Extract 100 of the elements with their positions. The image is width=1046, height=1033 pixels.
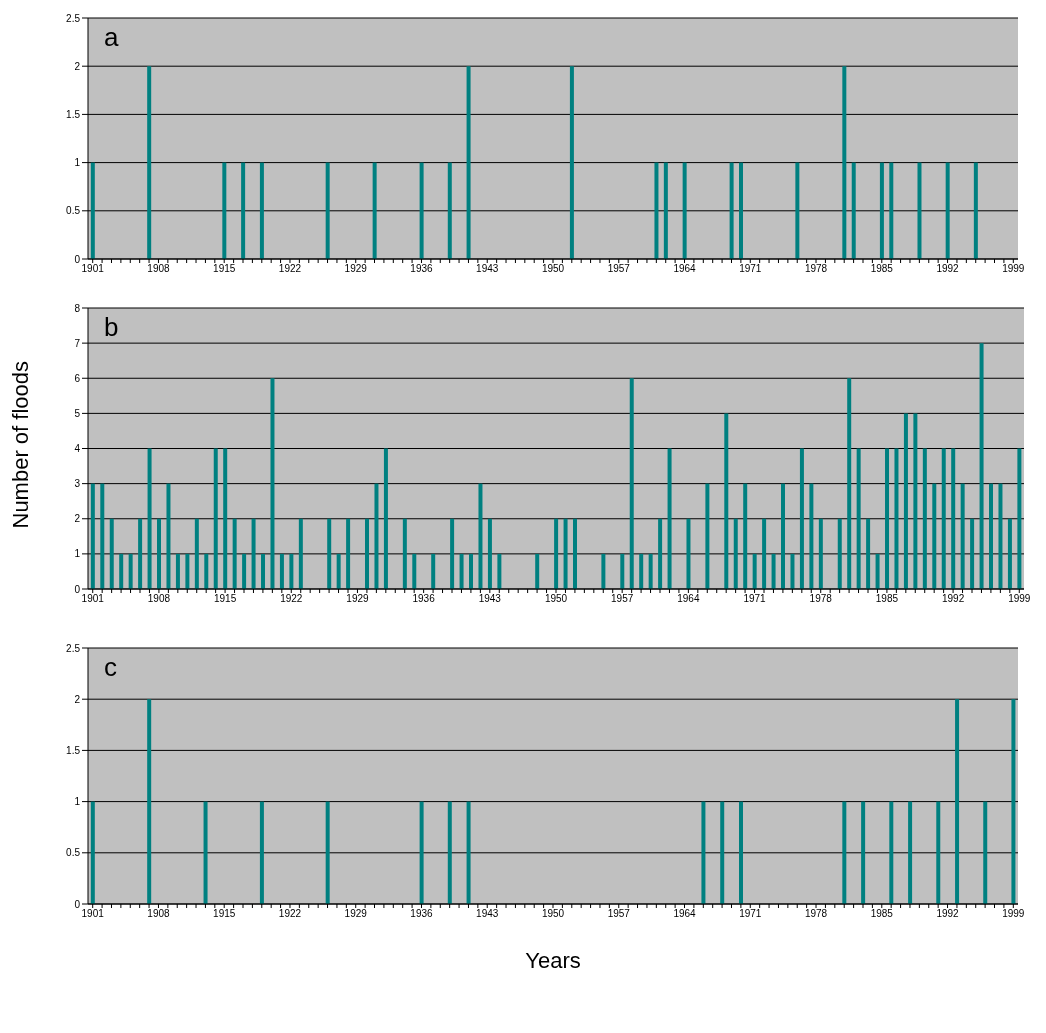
x-tick-label: 1908 [147, 593, 171, 605]
bar [818, 518, 823, 589]
bar [667, 448, 672, 589]
bar [705, 483, 710, 589]
x-tick-label: 1943 [476, 908, 499, 920]
bar [412, 553, 417, 589]
y-tick-label: 0 [74, 583, 81, 595]
bar [497, 553, 502, 589]
bar [932, 483, 937, 589]
bar [790, 553, 795, 589]
y-tick-label: 1 [74, 157, 81, 169]
y-tick-label: 8 [74, 302, 81, 314]
bar [979, 343, 984, 589]
y-tick-label: 1 [74, 548, 81, 560]
y-tick-label: 2 [74, 60, 81, 72]
y-tick-label: 1.5 [66, 108, 81, 120]
y-tick-label: 2.5 [66, 642, 81, 654]
bar [686, 518, 691, 589]
bar [847, 378, 852, 589]
bar [175, 553, 180, 589]
bar [383, 448, 388, 589]
bar [951, 448, 956, 589]
bar [213, 448, 218, 589]
annotation: b [104, 312, 119, 343]
bar [752, 553, 757, 589]
x-tick-label: 1957 [607, 263, 631, 275]
bar [166, 483, 171, 589]
bar [903, 413, 908, 589]
y-tick-label: 3 [74, 478, 81, 490]
x-tick-label: 1978 [804, 263, 828, 275]
bar [487, 518, 492, 589]
bar [450, 518, 455, 589]
bar [147, 448, 152, 589]
bar [402, 518, 407, 589]
x-tick-label: 1985 [870, 908, 894, 920]
x-tick-label: 1950 [544, 593, 568, 605]
x-tick-label: 1929 [344, 908, 368, 920]
bar [989, 483, 994, 589]
bar [109, 518, 114, 589]
bar [913, 413, 918, 589]
bar [733, 518, 738, 589]
x-tick-label: 1950 [541, 908, 565, 920]
x-tick-label: 1985 [875, 593, 899, 605]
y-tick-label: 2 [74, 513, 81, 525]
bar [336, 553, 341, 589]
x-tick-label: 1992 [936, 908, 960, 920]
bar [837, 518, 842, 589]
bar [90, 483, 95, 589]
x-tick-label: 1950 [541, 263, 565, 275]
x-tick-label: 1971 [739, 908, 762, 920]
bar [119, 553, 124, 589]
x-tick-label: 1929 [344, 263, 368, 275]
bar [242, 553, 247, 589]
bar [469, 553, 474, 589]
y-tick-label: 2.5 [66, 12, 81, 24]
bar [223, 448, 228, 589]
bar [128, 553, 133, 589]
bar [941, 448, 946, 589]
bar [885, 448, 890, 589]
annotation: a [104, 22, 119, 53]
y-tick-label: 0.5 [66, 847, 81, 859]
bar [781, 483, 786, 589]
y-tick-label: 2 [74, 693, 81, 705]
x-tick-label: 1999 [1008, 593, 1031, 605]
bar [866, 518, 871, 589]
bar [138, 518, 143, 589]
x-tick-label: 1992 [941, 593, 965, 605]
bar [459, 553, 464, 589]
bar [194, 518, 199, 589]
bar [251, 518, 256, 589]
bar [1007, 518, 1012, 589]
bar [365, 518, 370, 589]
x-tick-label: 1999 [1002, 263, 1025, 275]
x-tick-label: 1936 [410, 263, 434, 275]
bar [856, 448, 861, 589]
x-tick-label: 1929 [346, 593, 370, 605]
x-tick-label: 1915 [213, 263, 236, 275]
bar [762, 518, 767, 589]
x-tick-label: 1915 [213, 593, 237, 605]
x-tick-label: 1957 [607, 908, 631, 920]
bar [970, 518, 975, 589]
y-tick-label: 0 [74, 253, 81, 265]
bar [799, 448, 804, 589]
bar [894, 448, 899, 589]
y-tick-label: 1.5 [66, 744, 81, 756]
x-tick-label: 1901 [81, 908, 105, 920]
x-tick-label: 1978 [804, 908, 828, 920]
x-tick-label: 1971 [739, 263, 762, 275]
x-axis-title: Years [525, 948, 581, 973]
x-tick-label: 1971 [743, 593, 767, 605]
bar [809, 483, 814, 589]
bar [1017, 448, 1022, 589]
bar [743, 483, 748, 589]
bar [261, 553, 266, 589]
y-tick-label: 6 [74, 372, 81, 384]
y-tick-label: 0.5 [66, 205, 81, 217]
x-tick-label: 1901 [81, 593, 105, 605]
bar [185, 553, 190, 589]
y-tick-label: 4 [74, 443, 81, 455]
y-tick-label: 0 [74, 898, 81, 910]
